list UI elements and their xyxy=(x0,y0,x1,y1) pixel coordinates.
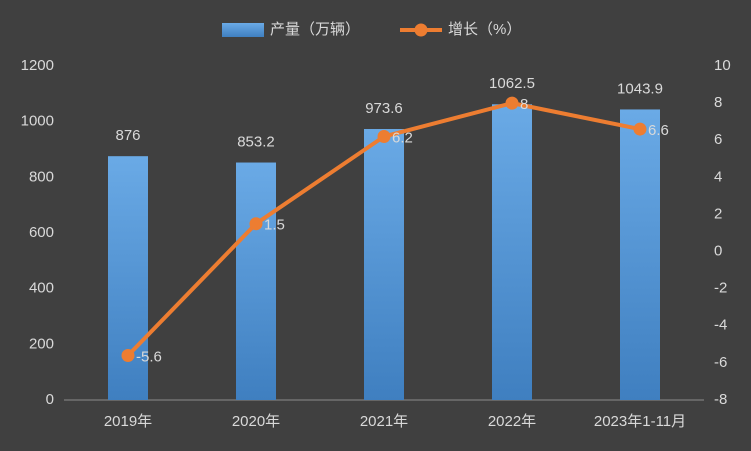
bar xyxy=(236,162,276,400)
bar-value-label: 853.2 xyxy=(237,133,275,150)
bar xyxy=(620,109,660,401)
x-tick-label: 2021年 xyxy=(360,413,408,430)
bar-value-label: 973.6 xyxy=(365,100,403,117)
y2-tick-label: 6 xyxy=(714,131,722,148)
legend-label: 产量（万辆） xyxy=(270,21,360,38)
y2-tick-label: 10 xyxy=(714,57,731,74)
y-tick-label: 1000 xyxy=(21,113,54,130)
line-marker xyxy=(633,122,647,136)
y-tick-label: 400 xyxy=(29,280,54,297)
y2-tick-label: 2 xyxy=(714,205,722,222)
line-marker xyxy=(121,348,135,362)
bar-value-label: 1062.5 xyxy=(489,75,535,92)
line-marker xyxy=(249,217,263,231)
line-value-label: 6.2 xyxy=(392,129,413,146)
legend-swatch-marker xyxy=(414,23,428,37)
y2-tick-label: 8 xyxy=(714,94,722,111)
x-tick-label: 2020年 xyxy=(232,413,280,430)
y-tick-label: 800 xyxy=(29,168,54,185)
y2-tick-label: -6 xyxy=(714,354,727,371)
x-tick-label: 2023年1-11月 xyxy=(594,413,686,430)
legend-label: 增长（%） xyxy=(448,21,521,38)
x-tick-label: 2022年 xyxy=(488,413,536,430)
bar-value-label: 1043.9 xyxy=(617,80,663,97)
line-value-label: 6.6 xyxy=(648,122,669,139)
line-marker xyxy=(377,130,391,144)
y-tick-label: 1200 xyxy=(21,57,54,74)
y2-tick-label: 0 xyxy=(714,243,722,260)
y2-tick-label: -8 xyxy=(714,391,727,408)
line-marker xyxy=(505,96,519,110)
line-value-label: 8 xyxy=(520,96,528,113)
y-tick-label: 200 xyxy=(29,335,54,352)
line-value-label: -5.6 xyxy=(136,348,162,365)
legend-swatch xyxy=(222,23,264,37)
x-tick-label: 2019年 xyxy=(104,413,152,430)
line-value-label: 1.5 xyxy=(264,217,285,234)
y2-tick-label: 4 xyxy=(714,168,722,185)
y2-tick-label: -2 xyxy=(714,280,727,297)
bar xyxy=(364,129,404,401)
y-tick-label: 600 xyxy=(29,224,54,241)
bar-value-label: 876 xyxy=(115,127,140,144)
y-tick-label: 0 xyxy=(46,391,54,408)
bar xyxy=(492,104,532,400)
y2-tick-label: -4 xyxy=(714,317,727,334)
